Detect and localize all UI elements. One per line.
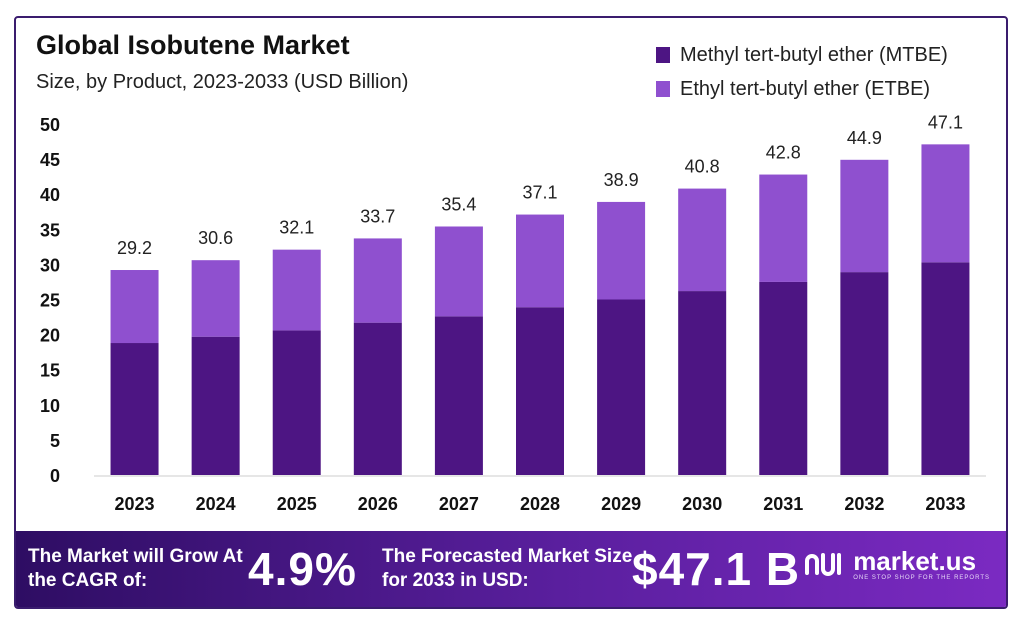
bar-total-label: 42.8 [766,143,801,163]
x-tick-label: 2033 [925,494,965,514]
summary-banner: The Market will Grow At the CAGR of: 4.9… [16,531,1006,607]
legend-label-mtbe: Methyl tert-butyl ether (MTBE) [680,43,948,66]
x-tick-label: 2023 [115,494,155,514]
cagr-text: The Market will Grow At the CAGR of: [28,546,243,591]
bar-segment-mtbe [110,343,159,475]
bar-total-label: 44.9 [847,128,882,148]
x-tick-label: 2025 [277,494,317,514]
logo-name: market.us [853,546,977,576]
bar-segment-etbe [759,174,808,282]
legend-swatch-mtbe [656,47,670,63]
bar-segment-mtbe [516,307,564,475]
bar-segment-mtbe [191,336,240,475]
y-tick-label: 50 [40,115,60,135]
cagr-value: 4.9% [248,543,357,595]
legend-swatch-etbe [656,81,670,97]
legend-item-mtbe: Methyl tert-butyl ether (MTBE) [656,38,948,72]
forecast-value: $47.1 B [632,543,801,595]
market-us-logo-icon [805,553,842,576]
logo-tagline: ONE STOP SHOP FOR THE REPORTS [853,575,990,581]
y-tick-label: 35 [40,220,60,240]
x-tick-label: 2028 [520,494,560,514]
chart-frame: Global Isobutene Market Size, by Product… [14,16,1008,609]
bar-total-label: 35.4 [441,194,476,214]
y-tick-label: 40 [40,185,60,205]
bar-segment-etbe [921,144,970,263]
bar-segment-etbe [191,260,240,337]
bar-segment-etbe [678,188,727,292]
legend-item-etbe: Ethyl tert-butyl ether (ETBE) [656,72,948,106]
x-tick-label: 2031 [763,494,803,514]
bar-segment-etbe [353,238,402,323]
bar-segment-etbe [110,270,159,344]
bar-total-label: 38.9 [604,170,639,190]
bar-segment-etbe [597,201,646,300]
bar-total-label: 30.6 [198,228,233,248]
bar-total-label: 47.1 [928,112,963,132]
bar-segment-etbe [516,214,564,308]
chart-legend: Methyl tert-butyl ether (MTBE) Ethyl ter… [656,38,948,106]
market-us-logo: market.us ONE STOP SHOP FOR THE REPORTS [803,547,990,581]
bar-segment-mtbe [353,322,402,475]
bar-total-label: 29.2 [117,238,152,258]
forecast-text: The Forecasted Market Size for 2033 in U… [382,546,633,591]
x-tick-label: 2032 [844,494,884,514]
y-tick-label: 45 [40,150,60,170]
bar-segment-mtbe [759,281,808,475]
bar-segment-etbe [272,249,321,331]
bar-segment-mtbe [678,291,727,475]
bar-segment-mtbe [272,330,321,475]
y-tick-label: 20 [40,326,60,346]
bar-segment-mtbe [597,299,646,475]
x-tick-label: 2026 [358,494,398,514]
chart-subtitle: Size, by Product, 2023-2033 (USD Billion… [36,71,409,93]
x-tick-label: 2024 [196,494,236,514]
bar-segment-etbe [434,226,483,317]
bar-segment-mtbe [840,272,889,475]
y-tick-label: 5 [50,431,60,451]
y-tick-label: 10 [40,396,60,416]
y-tick-label: 25 [40,291,60,311]
bar-total-label: 37.1 [522,183,557,203]
bar-chart: 0510152025303540455029.2202330.6202432.1… [40,112,986,514]
bar-segment-mtbe [921,262,970,475]
y-tick-label: 30 [40,255,60,275]
x-tick-label: 2030 [682,494,722,514]
y-tick-label: 0 [50,466,60,486]
x-tick-label: 2029 [601,494,641,514]
bar-total-label: 40.8 [685,157,720,177]
x-tick-label: 2027 [439,494,479,514]
chart-title: Global Isobutene Market [36,30,350,60]
legend-label-etbe: Ethyl tert-butyl ether (ETBE) [680,77,931,100]
bar-total-label: 32.1 [279,218,314,238]
bar-total-label: 33.7 [360,206,395,226]
y-tick-label: 15 [40,361,60,381]
bar-segment-etbe [840,159,889,273]
bar-segment-mtbe [434,316,483,475]
